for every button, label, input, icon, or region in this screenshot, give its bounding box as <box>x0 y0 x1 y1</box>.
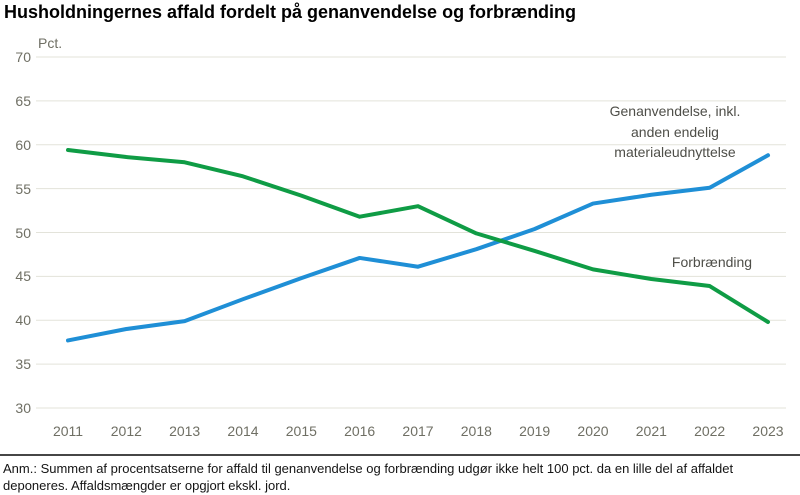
y-axis-tick-label: 35 <box>15 356 31 373</box>
y-axis-tick-label: 45 <box>15 268 31 285</box>
series-line-genanvendelse <box>66 153 770 343</box>
x-axis-tick-label: 2014 <box>227 423 259 439</box>
footnote-divider <box>0 454 800 456</box>
x-axis-tick-label: 2016 <box>344 423 376 439</box>
y-axis-tick-label: 65 <box>15 92 31 109</box>
chart-title: Husholdningernes affald fordelt på genan… <box>4 2 577 22</box>
series-lines <box>66 148 770 343</box>
series-line-forbraending <box>66 148 770 325</box>
footnote-text: Anm.: Summen af procentsatserne for affa… <box>3 461 734 493</box>
gridlines <box>36 56 786 409</box>
y-axis-tick-label: 30 <box>15 400 31 416</box>
x-axis-tick-label: 2013 <box>169 423 201 439</box>
y-axis-tick-label: 70 <box>15 49 31 65</box>
y-axis-tick-label: 55 <box>15 180 31 197</box>
x-axis-tick-label: 2023 <box>752 423 784 439</box>
x-axis-tick-label: 2019 <box>519 423 551 439</box>
x-axis-tick-label: 2020 <box>577 423 609 439</box>
y-axis-tick-label: 60 <box>15 136 31 153</box>
x-axis-tick-label: 2012 <box>110 423 142 439</box>
y-axis-unit-label: Pct. <box>38 35 63 51</box>
x-axis-tick-label: 2018 <box>460 423 492 439</box>
x-axis-tick-label: 2022 <box>694 423 726 439</box>
series-label-forbraending: Forbrænding <box>671 254 753 270</box>
x-axis-tick-label: 2015 <box>285 423 317 439</box>
series-label-genanvendelse: Genanvendelse, inkl. anden endelig mater… <box>609 103 741 160</box>
x-axis-tick-label: 2011 <box>52 423 84 439</box>
x-axis-tick-label: 2017 <box>402 423 434 439</box>
y-axis-tick-label: 50 <box>15 224 31 241</box>
x-axis-tick-label: 2021 <box>635 423 667 439</box>
y-axis-tick-label: 40 <box>15 312 31 329</box>
